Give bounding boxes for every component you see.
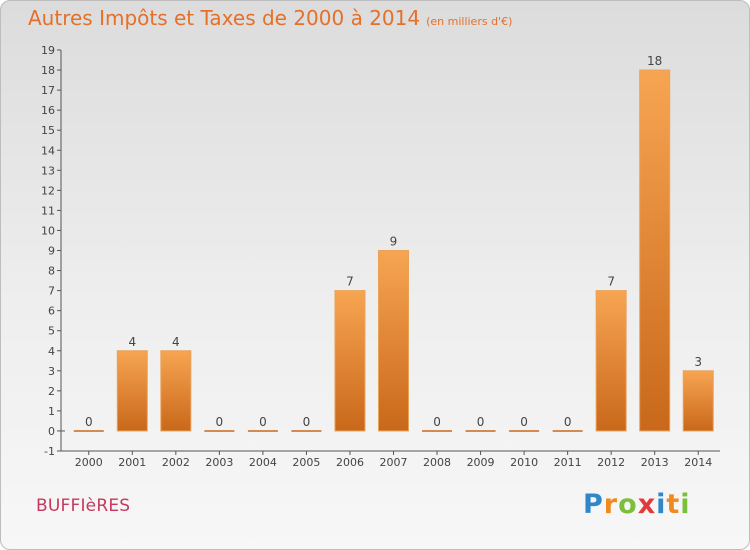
y-tick-label: 15 <box>41 124 55 137</box>
y-tick-label: 13 <box>41 164 55 177</box>
y-tick-label: 5 <box>48 325 55 338</box>
data-label: 4 <box>172 335 180 349</box>
data-label: 0 <box>259 415 267 429</box>
bar <box>378 250 409 432</box>
data-label: 3 <box>694 355 702 369</box>
x-tick-label: 2001 <box>118 456 146 469</box>
bar <box>595 290 627 432</box>
y-tick-label: 3 <box>48 365 55 378</box>
x-tick-label: 2000 <box>75 456 103 469</box>
bar <box>639 69 671 432</box>
bar <box>682 370 714 432</box>
y-tick-label: 19 <box>41 44 55 57</box>
x-tick-label: 2008 <box>423 456 451 469</box>
chart-title-text: Autres Impôts et Taxes de 2000 à 2014 <box>28 6 421 30</box>
y-tick-label: 6 <box>48 305 55 318</box>
x-tick-label: 2004 <box>249 456 277 469</box>
x-tick-label: 2012 <box>597 456 625 469</box>
x-tick-label: 2006 <box>336 456 364 469</box>
y-tick-label: 17 <box>41 84 55 97</box>
x-tick-label: 2014 <box>684 456 712 469</box>
bar <box>334 290 366 432</box>
y-tick-label: 0 <box>48 425 55 438</box>
chart-title: Autres Impôts et Taxes de 2000 à 2014 (en… <box>28 6 512 30</box>
y-tick-label: 18 <box>41 64 55 77</box>
data-label: 0 <box>216 415 224 429</box>
data-label: 9 <box>390 235 398 249</box>
data-label: 18 <box>647 54 662 68</box>
logo-letter: r <box>603 489 619 520</box>
y-tick-label: -1 <box>44 445 55 458</box>
y-tick-label: 9 <box>48 245 55 258</box>
y-tick-label: 16 <box>41 104 55 117</box>
data-label: 0 <box>564 415 572 429</box>
x-tick-label: 2003 <box>205 456 233 469</box>
x-tick-label: 2013 <box>641 456 669 469</box>
logo-letter: P <box>583 489 604 520</box>
x-tick-label: 2010 <box>510 456 538 469</box>
data-label: 0 <box>85 415 93 429</box>
y-tick-label: 12 <box>41 184 55 197</box>
chart-unit: (en milliers d'€) <box>426 15 513 28</box>
logo-letter: i <box>680 489 691 520</box>
y-tick-label: 8 <box>48 265 55 278</box>
data-label: 0 <box>477 415 485 429</box>
y-tick-label: 11 <box>41 204 55 217</box>
y-tick-label: 14 <box>41 144 55 157</box>
data-label: 7 <box>607 275 615 289</box>
logo-letter: x <box>637 489 657 520</box>
x-tick-label: 2005 <box>292 456 320 469</box>
bar <box>160 350 192 432</box>
logo-letter: t <box>666 489 681 520</box>
y-tick-label: 4 <box>48 345 55 358</box>
y-tick-label: 10 <box>41 224 55 237</box>
proxiti-logo: Proxiti <box>583 489 691 520</box>
x-tick-label: 2011 <box>554 456 582 469</box>
data-label: 4 <box>128 335 136 349</box>
data-label: 0 <box>433 415 441 429</box>
logo-letter: o <box>618 489 638 520</box>
y-tick-label: 1 <box>48 405 55 418</box>
x-tick-label: 2009 <box>467 456 495 469</box>
data-label: 0 <box>520 415 528 429</box>
data-label: 7 <box>346 275 354 289</box>
x-tick-label: 2002 <box>162 456 190 469</box>
y-tick-label: 7 <box>48 285 55 298</box>
commune-name: BUFFIèRES <box>36 496 131 516</box>
bar <box>116 350 148 432</box>
x-tick-label: 2007 <box>380 456 408 469</box>
data-label: 0 <box>303 415 311 429</box>
logo-letter: i <box>656 489 667 520</box>
y-tick-label: 2 <box>48 385 55 398</box>
